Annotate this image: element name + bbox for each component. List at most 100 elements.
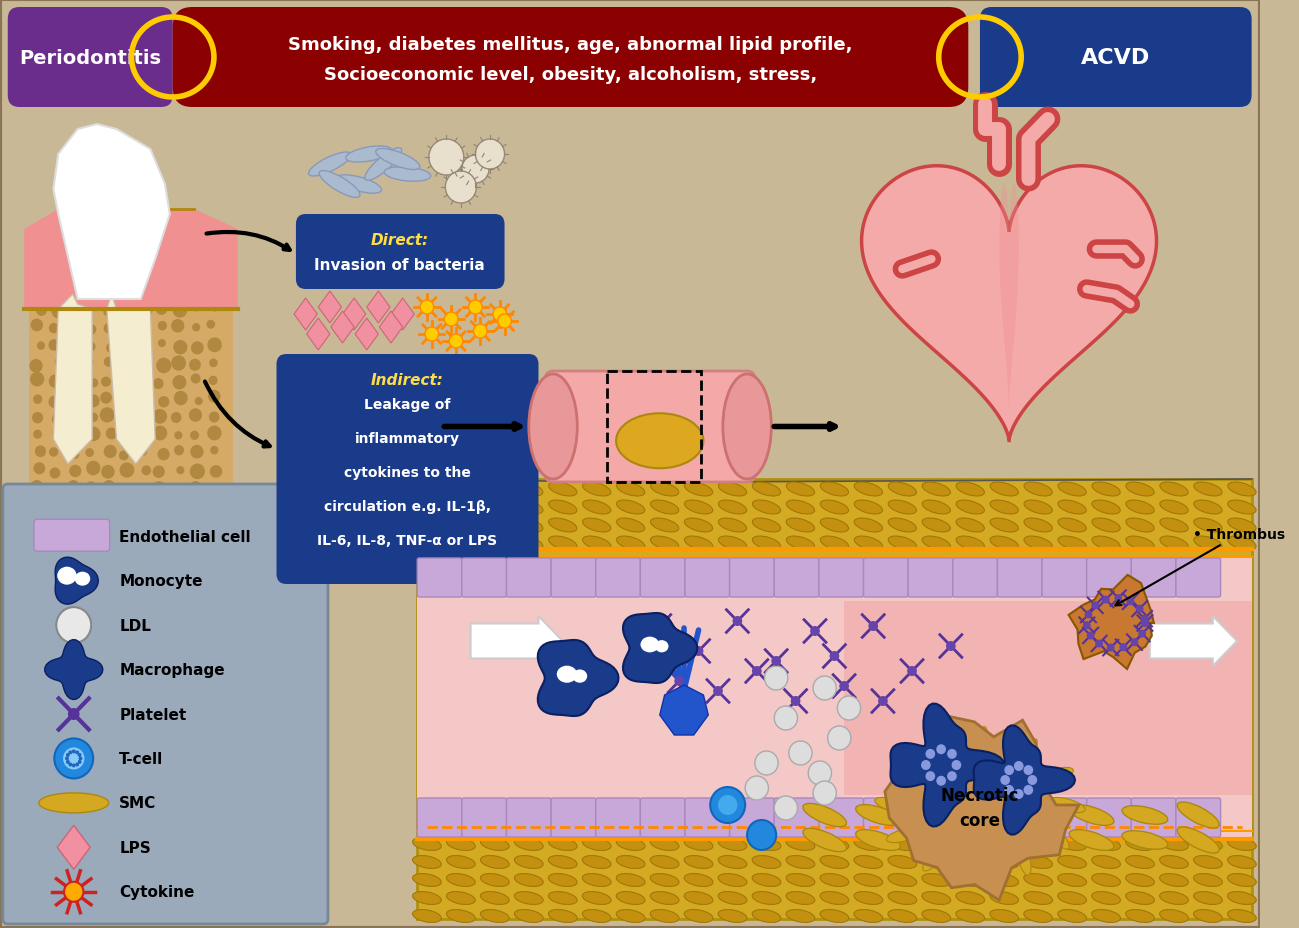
Polygon shape bbox=[44, 640, 103, 700]
Circle shape bbox=[64, 748, 84, 769]
Ellipse shape bbox=[718, 856, 747, 869]
Circle shape bbox=[174, 432, 182, 440]
Circle shape bbox=[827, 727, 851, 750]
Ellipse shape bbox=[922, 843, 950, 871]
Ellipse shape bbox=[786, 873, 814, 886]
Circle shape bbox=[190, 359, 201, 371]
Ellipse shape bbox=[447, 519, 475, 533]
Ellipse shape bbox=[685, 536, 713, 550]
Polygon shape bbox=[355, 318, 378, 351]
Ellipse shape bbox=[853, 873, 883, 886]
Ellipse shape bbox=[1092, 500, 1120, 514]
Text: Direct:: Direct: bbox=[370, 232, 429, 247]
Circle shape bbox=[1130, 638, 1138, 647]
Ellipse shape bbox=[514, 873, 543, 886]
FancyBboxPatch shape bbox=[417, 559, 462, 598]
Ellipse shape bbox=[889, 483, 917, 496]
Circle shape bbox=[70, 451, 79, 459]
Ellipse shape bbox=[481, 536, 509, 550]
Circle shape bbox=[174, 486, 183, 496]
Circle shape bbox=[1141, 619, 1148, 627]
Circle shape bbox=[694, 646, 704, 656]
Ellipse shape bbox=[956, 873, 985, 886]
Ellipse shape bbox=[413, 909, 442, 922]
Ellipse shape bbox=[617, 483, 644, 496]
Circle shape bbox=[31, 319, 43, 332]
Circle shape bbox=[191, 374, 200, 384]
Circle shape bbox=[86, 461, 100, 476]
Ellipse shape bbox=[803, 804, 847, 827]
Polygon shape bbox=[53, 295, 92, 465]
Ellipse shape bbox=[889, 500, 917, 514]
Ellipse shape bbox=[786, 892, 814, 905]
Ellipse shape bbox=[856, 830, 900, 850]
Circle shape bbox=[105, 428, 117, 440]
Ellipse shape bbox=[685, 838, 713, 851]
Circle shape bbox=[87, 394, 100, 408]
Circle shape bbox=[174, 392, 188, 406]
Ellipse shape bbox=[447, 536, 475, 550]
Ellipse shape bbox=[481, 892, 509, 905]
Ellipse shape bbox=[1126, 856, 1155, 869]
Ellipse shape bbox=[956, 519, 985, 533]
Ellipse shape bbox=[685, 519, 713, 533]
Circle shape bbox=[788, 741, 812, 766]
Ellipse shape bbox=[1091, 892, 1121, 905]
Circle shape bbox=[69, 763, 73, 767]
Circle shape bbox=[952, 760, 961, 770]
Text: core: core bbox=[960, 811, 1000, 829]
FancyBboxPatch shape bbox=[1042, 798, 1087, 837]
Ellipse shape bbox=[891, 761, 918, 789]
Ellipse shape bbox=[651, 873, 679, 886]
Ellipse shape bbox=[1126, 536, 1155, 550]
Circle shape bbox=[52, 427, 65, 440]
Ellipse shape bbox=[385, 168, 431, 182]
Circle shape bbox=[151, 482, 166, 497]
Ellipse shape bbox=[1126, 873, 1155, 886]
Ellipse shape bbox=[1177, 827, 1220, 853]
Ellipse shape bbox=[889, 519, 917, 533]
Ellipse shape bbox=[718, 519, 747, 533]
Ellipse shape bbox=[922, 536, 951, 550]
Circle shape bbox=[813, 781, 837, 806]
Ellipse shape bbox=[718, 838, 747, 851]
Ellipse shape bbox=[1194, 483, 1222, 496]
Circle shape bbox=[120, 463, 134, 478]
Polygon shape bbox=[366, 291, 390, 324]
Polygon shape bbox=[891, 703, 1004, 827]
Ellipse shape bbox=[786, 909, 814, 922]
Ellipse shape bbox=[548, 873, 577, 886]
Circle shape bbox=[69, 354, 82, 368]
Circle shape bbox=[55, 358, 62, 367]
Circle shape bbox=[79, 756, 82, 761]
Ellipse shape bbox=[820, 873, 848, 886]
Circle shape bbox=[925, 749, 935, 759]
Ellipse shape bbox=[582, 856, 611, 869]
Ellipse shape bbox=[365, 148, 401, 181]
Ellipse shape bbox=[752, 536, 781, 550]
Circle shape bbox=[104, 308, 112, 316]
Ellipse shape bbox=[718, 500, 747, 514]
Circle shape bbox=[87, 427, 100, 442]
Circle shape bbox=[207, 426, 222, 441]
Ellipse shape bbox=[1160, 483, 1189, 496]
Circle shape bbox=[1095, 639, 1103, 648]
Text: LDL: LDL bbox=[120, 618, 151, 633]
Text: Platelet: Platelet bbox=[120, 707, 187, 722]
Ellipse shape bbox=[718, 536, 747, 550]
Circle shape bbox=[830, 651, 839, 662]
Polygon shape bbox=[861, 166, 1156, 441]
Circle shape bbox=[158, 396, 169, 408]
Ellipse shape bbox=[786, 500, 814, 514]
Ellipse shape bbox=[514, 838, 543, 851]
Circle shape bbox=[68, 318, 83, 334]
Ellipse shape bbox=[803, 829, 847, 852]
Ellipse shape bbox=[446, 172, 477, 204]
Ellipse shape bbox=[557, 666, 577, 683]
Ellipse shape bbox=[1194, 519, 1222, 533]
Ellipse shape bbox=[1126, 909, 1155, 922]
Circle shape bbox=[49, 447, 58, 458]
Ellipse shape bbox=[820, 856, 848, 869]
Circle shape bbox=[791, 696, 800, 706]
Ellipse shape bbox=[514, 483, 543, 496]
